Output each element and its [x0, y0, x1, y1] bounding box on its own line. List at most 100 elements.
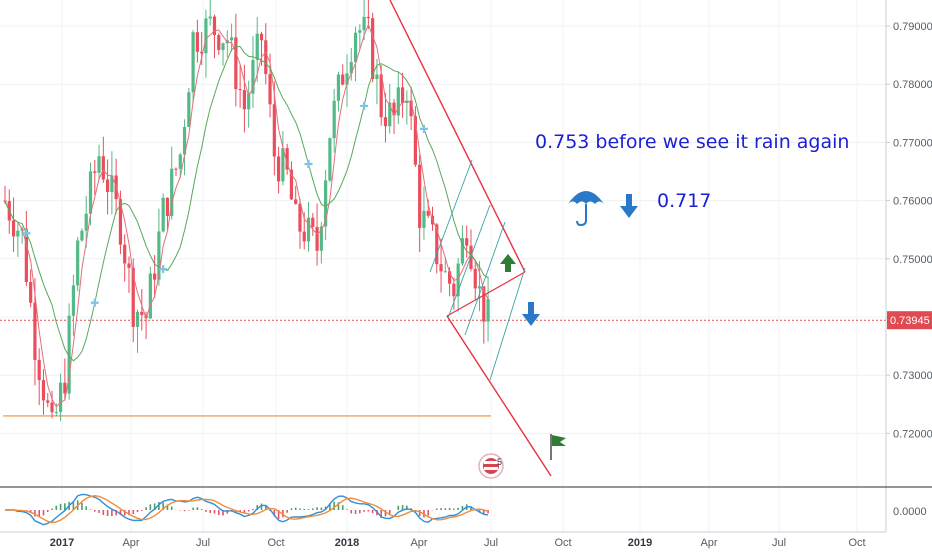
y-tick-label: 0.75000 [893, 254, 932, 266]
ma-slow-line [4, 45, 489, 362]
candle-body [16, 230, 20, 237]
candle-body [178, 154, 182, 169]
candle-body [315, 226, 319, 251]
candle-body [200, 51, 204, 54]
x-tick-label: Oct [848, 537, 865, 549]
annotation-icons [500, 191, 638, 460]
candle-body [191, 32, 195, 93]
macd-tick-label: 0.0000 [893, 506, 927, 518]
channel-line [429, 159, 473, 273]
candle-body [460, 238, 465, 264]
time-axis[interactable]: 2017 Apr Jul Oct 2018 Apr Jul Oct 2019 Apr Jul Oct [50, 537, 866, 549]
candle-body [135, 311, 140, 327]
candle-body [388, 102, 392, 127]
candle-body [439, 264, 443, 272]
candle-body [482, 286, 486, 322]
candle-body [465, 238, 469, 246]
candle-body [54, 411, 58, 413]
candle-body [426, 210, 430, 216]
y-tick-label: 0.72000 [893, 428, 932, 440]
candle-body [170, 168, 174, 216]
candle-body [255, 33, 259, 61]
candle-body [289, 169, 294, 200]
candle-body [174, 168, 178, 170]
cross-marker [419, 124, 428, 133]
candle-body [353, 32, 358, 63]
candle-body [443, 271, 447, 273]
candle-body [187, 92, 191, 128]
candle-body [37, 359, 41, 381]
candle-body [217, 35, 221, 51]
y-tick-label: 0.77000 [893, 137, 932, 149]
candle-body [268, 74, 272, 105]
candle-body [24, 228, 28, 283]
candle-body [371, 18, 375, 79]
cross-marker [304, 160, 313, 169]
candle-body [118, 199, 123, 245]
candle-body [311, 217, 315, 227]
candle-body [67, 315, 71, 394]
target-text: 0.717 [657, 190, 711, 212]
candle-body [46, 400, 50, 403]
candle-body [140, 311, 144, 316]
candle-body [123, 244, 127, 264]
x-tick-label: Jul [484, 537, 498, 549]
candle-body [272, 104, 276, 157]
candle-body [302, 231, 306, 242]
candle-body [29, 282, 33, 303]
current-price-label: 0.73945 [890, 315, 930, 327]
candle-body [76, 240, 80, 286]
candle-body [97, 156, 101, 173]
candle-body [452, 283, 456, 297]
horizontal-level [0, 319, 886, 417]
resistance-line [389, 0, 526, 273]
candle-body [204, 18, 208, 54]
candle-body [473, 268, 477, 289]
candle-body [88, 171, 93, 214]
y-tick-label: 0.73000 [893, 370, 932, 382]
candle-body [418, 164, 422, 228]
x-tick-label: 2017 [50, 537, 74, 549]
candle-body [182, 127, 187, 155]
x-tick-label: 2019 [628, 537, 652, 549]
channel-line [464, 221, 506, 336]
candle-body [259, 33, 264, 41]
channel-line [447, 204, 491, 319]
candle-body [400, 87, 405, 104]
cross-marker [360, 101, 369, 110]
candle-body [422, 210, 426, 228]
candle-body [332, 100, 336, 139]
event-badge[interactable]: 5 [478, 453, 504, 479]
candle-body [33, 302, 37, 360]
y-tick-label: 0.79000 [893, 21, 932, 33]
x-tick-label: Apr [122, 537, 139, 549]
candle-body [251, 60, 255, 94]
cross-marker [159, 265, 168, 274]
candle-body [486, 298, 490, 322]
flag-icon [550, 434, 566, 460]
x-tick-label: 2018 [335, 537, 359, 549]
candle-body [106, 179, 110, 193]
x-tick-label: Jul [196, 537, 210, 549]
candle-body [161, 197, 165, 232]
candle-body [375, 74, 379, 79]
candle-body [221, 43, 225, 51]
y-tick-label: 0.76000 [893, 196, 932, 208]
candle-body [148, 273, 152, 319]
candle-body [294, 199, 298, 204]
cross-marker [90, 298, 99, 307]
candle-body [234, 37, 238, 90]
candle-body [277, 156, 281, 182]
candle-body [383, 117, 388, 127]
arrow-down-icon [522, 302, 540, 326]
candle-body [127, 263, 131, 268]
macd-line [5, 493, 489, 526]
x-tick-label: Oct [554, 537, 571, 549]
candle-body [84, 213, 88, 231]
x-tick-label: Apr [700, 537, 717, 549]
candle-body [306, 217, 311, 242]
candle-body [345, 73, 349, 85]
candle-body [229, 37, 234, 41]
